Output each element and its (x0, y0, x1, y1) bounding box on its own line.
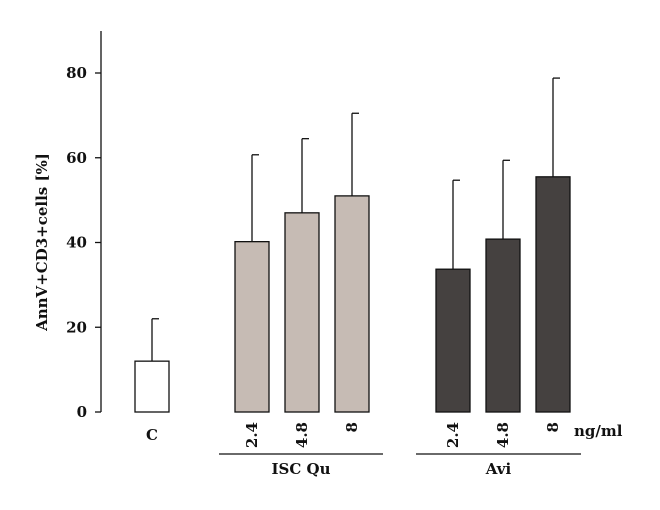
bar-2 (284, 212, 320, 413)
category-label-5: 4.8 (494, 422, 512, 448)
category-label-1: 2.4 (243, 422, 261, 448)
y-axis: 0 20 40 60 80 (66, 31, 102, 421)
category-label-3: 8 (343, 422, 361, 432)
y-tick-label-0: 0 (77, 403, 87, 421)
bar-1 (234, 241, 270, 413)
category-label-2: 4.8 (293, 422, 311, 448)
bar-4 (435, 268, 471, 413)
unit-label: ng/ml (574, 422, 623, 440)
category-labels: C 2.4 4.8 8 2.4 4.8 8 (146, 422, 562, 448)
bar-6 (535, 176, 571, 413)
bar-5 (485, 238, 521, 413)
y-tick-label-60: 60 (66, 149, 87, 167)
y-tick-label-20: 20 (66, 318, 87, 336)
bars (134, 176, 571, 413)
group-label-1: ISC Qu (272, 460, 331, 478)
bar-3 (334, 195, 370, 413)
bar-0 (134, 360, 170, 413)
group-label-2: Avi (485, 460, 512, 478)
category-label-0: C (146, 426, 158, 444)
group-labels: ISC Qu Avi (272, 460, 512, 478)
category-label-4: 2.4 (444, 422, 462, 448)
y-tick-label-40: 40 (66, 234, 87, 252)
y-tick-label-80: 80 (66, 64, 87, 82)
error-bars (151, 77, 560, 362)
category-label-6: 8 (544, 422, 562, 432)
y-axis-title: AnnV+CD3+cells [%] (33, 153, 51, 332)
